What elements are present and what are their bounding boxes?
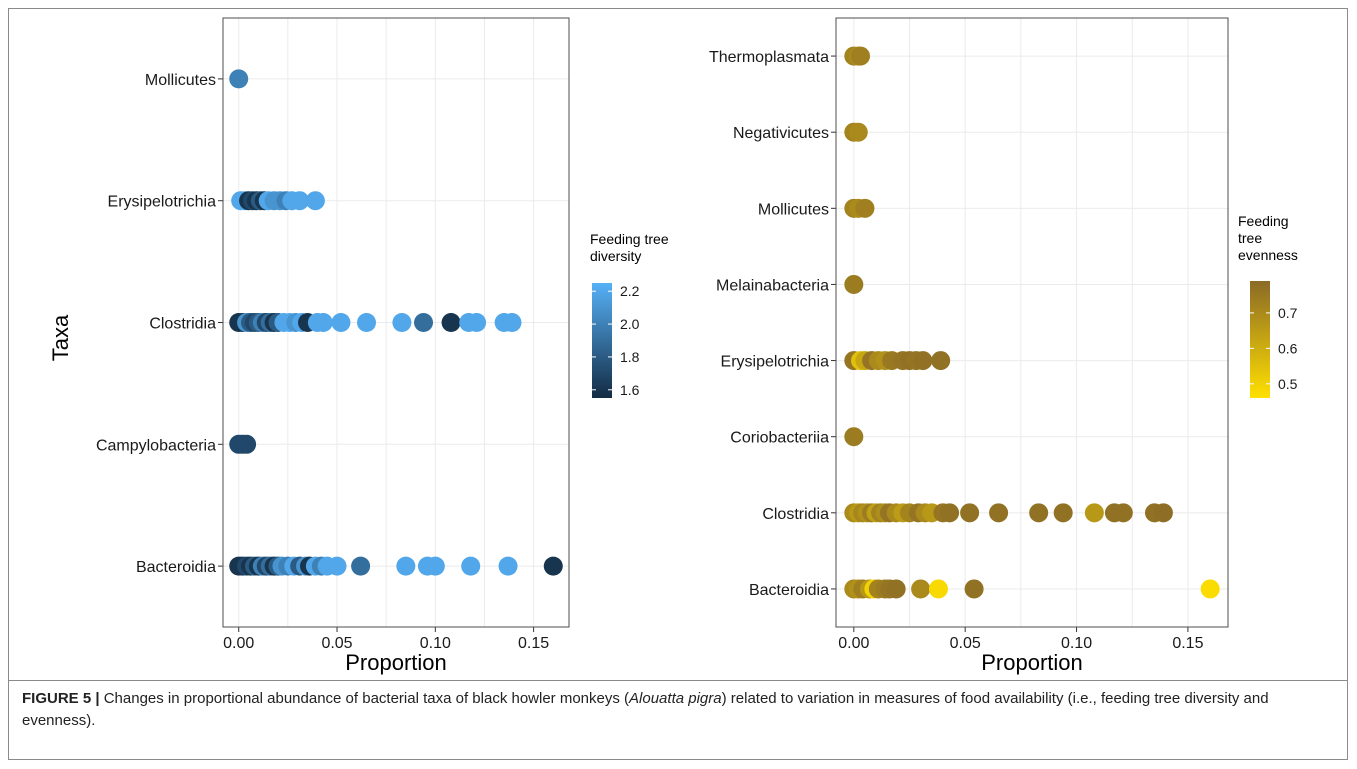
legend-colorbar <box>592 283 612 398</box>
legend-tick-label: 0.5 <box>1278 376 1298 392</box>
data-point <box>928 579 948 599</box>
legend-title-line: diversity <box>590 248 641 264</box>
panel-border <box>222 17 570 628</box>
data-point <box>392 313 412 332</box>
y-tick-label: Erysipelotrichia <box>721 354 830 371</box>
legend-tick-label: 1.6 <box>620 382 640 398</box>
data-point <box>237 434 257 454</box>
data-point <box>425 556 445 576</box>
figure-plots: 0.00 0.05 0.10 0.15 Bacteroidia Campylobacter… <box>48 17 1298 675</box>
right-scatter-panel: 0.00 0.05 0.10 0.15 Bacteroidia Clostridia Cor… <box>709 17 1298 675</box>
x-tick-label: 0.05 <box>321 635 352 652</box>
data-point <box>886 579 906 599</box>
data-point <box>313 313 333 332</box>
data-point <box>414 313 434 332</box>
y-tick-label: Campylobacteria <box>96 437 216 454</box>
legend-colorbar <box>1250 281 1270 398</box>
legend-tick-label: 2.0 <box>620 316 640 332</box>
y-tick-label: Clostridia <box>149 316 216 333</box>
data-point <box>964 579 984 599</box>
figure-caption: FIGURE 5 | Changes in proportional abund… <box>22 688 1327 732</box>
data-point <box>1153 503 1173 523</box>
y-tick-label: Bacteroidia <box>136 559 216 576</box>
data-point <box>1029 503 1049 523</box>
data-point <box>543 556 563 576</box>
panel-border <box>835 17 1229 628</box>
y-tick-label: Melainabacteria <box>716 277 829 294</box>
y-tick-label: Erysipelotrichia <box>108 194 217 211</box>
data-point <box>855 198 875 218</box>
x-axis-title: Proportion <box>345 650 447 675</box>
data-point <box>960 503 980 523</box>
x-tick-label: 0.10 <box>1061 635 1092 652</box>
figure-frame <box>8 8 1348 760</box>
left-scatter-panel: 0.00 0.05 0.10 0.15 Bacteroidia Campylobacter… <box>48 17 669 675</box>
legend-tick-label: 2.2 <box>620 283 640 299</box>
y-tick-label: Mollicutes <box>145 72 216 89</box>
x-tick-label: 0.05 <box>950 635 981 652</box>
y-tick-label: Mollicutes <box>758 201 829 218</box>
caption-text-after: ) related to variation in measures of fo… <box>22 690 1269 729</box>
data-point <box>844 427 864 447</box>
legend-title-line: Feeding <box>1238 213 1289 229</box>
data-point <box>461 556 481 576</box>
data-point <box>940 503 960 523</box>
data-point <box>1200 579 1220 599</box>
data-point <box>351 556 371 576</box>
data-point <box>305 191 325 211</box>
legend-tick-label: 0.7 <box>1278 305 1298 321</box>
data-point <box>498 556 518 576</box>
data-point <box>931 351 951 371</box>
legend-title-line: Feeding tree <box>590 231 669 247</box>
legend-tick-label: 1.8 <box>620 349 640 365</box>
legend-title-line: evenness <box>1238 247 1298 263</box>
data-point <box>357 313 377 332</box>
data-point <box>989 503 1009 523</box>
caption-text-before: Changes in proportional abundance of bac… <box>99 690 630 707</box>
x-tick-label: 0.00 <box>838 635 869 652</box>
data-point <box>1084 503 1104 523</box>
data-point <box>848 122 868 142</box>
data-point <box>467 313 487 332</box>
x-tick-label: 0.15 <box>1172 635 1203 652</box>
data-point <box>229 69 249 89</box>
y-tick-label: Clostridia <box>762 506 829 523</box>
x-tick-label: 0.15 <box>518 635 549 652</box>
y-tick-label: Negativicutes <box>733 125 829 142</box>
data-point <box>396 556 416 576</box>
data-point <box>502 313 522 332</box>
caption-label: FIGURE 5 | <box>22 690 100 707</box>
y-axis-title: Taxa <box>48 314 73 361</box>
legend-tick-label: 0.6 <box>1278 340 1298 356</box>
data-point <box>441 313 461 332</box>
data-point <box>913 351 933 371</box>
data-point <box>290 191 310 211</box>
data-point <box>331 313 351 332</box>
data-point <box>327 556 347 576</box>
data-point <box>1113 503 1133 523</box>
x-tick-label: 0.00 <box>223 635 254 652</box>
y-tick-label: Coriobacteriia <box>730 430 829 447</box>
data-point <box>851 46 870 66</box>
y-tick-label: Bacteroidia <box>749 582 829 599</box>
caption-species-name: Alouatta pigra <box>629 690 722 707</box>
x-tick-label: 0.10 <box>420 635 451 652</box>
x-axis-title: Proportion <box>981 650 1083 675</box>
data-point <box>1053 503 1073 523</box>
y-tick-label: Thermoplasmata <box>709 49 829 66</box>
legend-title-line: tree <box>1238 230 1262 246</box>
caption-divider <box>8 680 1348 681</box>
data-point <box>911 579 931 599</box>
data-point <box>844 274 864 294</box>
